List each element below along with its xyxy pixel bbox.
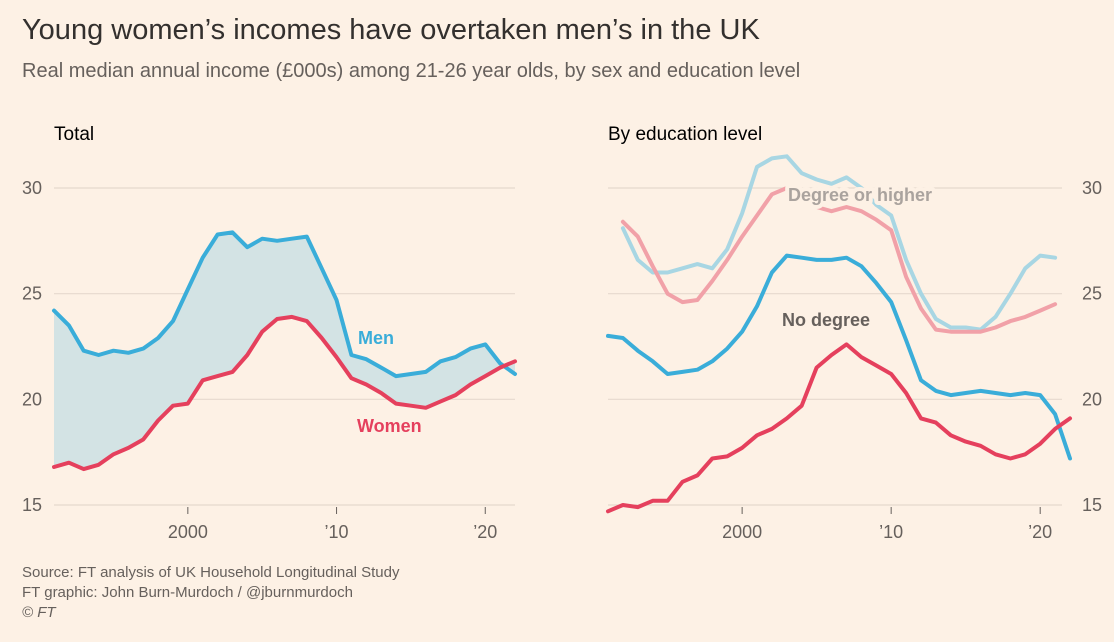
gap-fill-layer <box>54 232 515 470</box>
series-line-men-degree-or-higher <box>620 154 1058 332</box>
label-degree-or-higher: Degree or higher <box>788 185 932 205</box>
label-degree-or-higher-halo: Degree or higher <box>788 185 932 205</box>
label-no-degree: No degree <box>782 310 870 330</box>
series-line-women-no-degree <box>606 342 1072 514</box>
chart-subtitle: Real median annual income (£000s) among … <box>22 60 801 82</box>
y-tick-label: 30 <box>22 178 42 198</box>
source-note: Source: FT analysis of UK Household Long… <box>22 564 400 581</box>
y-tick-label: 20 <box>22 389 42 409</box>
chart-footer: Source: FT analysis of UK Household Long… <box>22 563 399 623</box>
x-tick-label: ’10 <box>879 522 903 542</box>
series-line-layer <box>52 154 1072 514</box>
series-line-women-degree-or-higher <box>620 186 1058 334</box>
label-men: Men <box>358 328 394 348</box>
copyright-note: © FT <box>22 604 56 621</box>
gap-area <box>54 232 515 470</box>
y-tick-label: 25 <box>1082 284 1102 304</box>
y-tick-label: 20 <box>1082 389 1102 409</box>
tick-label-layer: 15 20 25 30 2000 ’10 ’20 15 20 25 30 2000 ’10 ’20 <box>22 178 1102 542</box>
y-tick-label: 15 <box>22 495 42 515</box>
panel-title-total: Total <box>54 124 95 145</box>
label-women: Women <box>357 416 422 436</box>
x-tick-label: 2000 <box>168 522 208 542</box>
y-tick-label: 30 <box>1082 178 1102 198</box>
x-tick-label: ’20 <box>1028 522 1052 542</box>
panel-title-by-education: By education level <box>608 124 763 145</box>
chart-title: Young women’s incomes have overtaken men… <box>22 14 760 46</box>
x-tick-label: 2000 <box>722 522 762 542</box>
graphic-credit: FT graphic: John Burn-Murdoch / @jburnmu… <box>22 584 353 601</box>
y-tick-label: 25 <box>22 284 42 304</box>
x-tick-label: ’20 <box>473 522 497 542</box>
y-tick-label: 15 <box>1082 495 1102 515</box>
series-line-women <box>52 314 517 472</box>
chart-canvas: 15 20 25 30 2000 ’10 ’20 15 20 25 30 2000 ’10 ’20 Men… <box>22 154 1102 542</box>
series-line-men-no-degree <box>606 253 1072 461</box>
series-line-men <box>52 230 517 379</box>
x-tick-label: ’10 <box>325 522 349 542</box>
